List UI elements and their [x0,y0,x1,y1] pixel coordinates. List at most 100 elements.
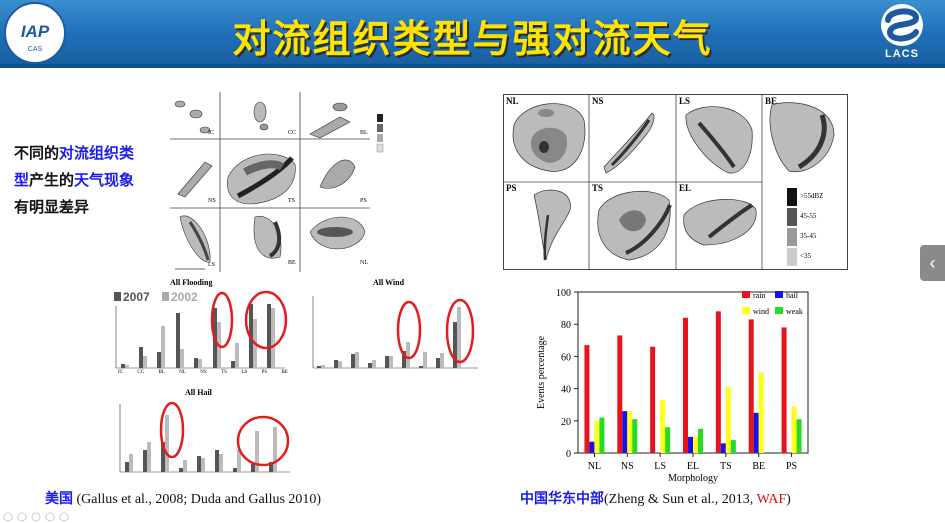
header-stripe [0,64,945,68]
pen-icon[interactable] [31,512,41,522]
hail-bars [119,404,290,473]
wind-bars [312,296,478,369]
flooding-title: All Flooding [170,278,213,287]
bar-wind [693,436,698,453]
legend-label-hail: hail [786,291,799,300]
bar-rain [715,311,721,453]
legend-label-weak: weak [786,307,803,316]
menu-icon[interactable] [59,512,69,522]
bar-rain [683,317,688,453]
us-panel-label: PS [360,198,367,204]
bar-rain [748,319,754,453]
legend-swatch-weak [775,307,783,314]
caption-china-cn: 中国华东中部 [520,491,604,507]
china-morphology-figure: NL NS LS BE PS TS EL >55dBZ 45-55 35-45 … [503,94,848,270]
bar-weak [665,427,671,453]
desc-line3: 有明显差异 [14,199,90,216]
flooding-chart: All Flooding 2007 2002 IC CC BL NL NS TS LS PS B… [100,276,300,378]
legend-swatch-wind [742,307,750,314]
legend-2007: 2007 [114,290,150,304]
x-tick-label: TS [720,461,732,472]
lacs-swirl-icon [881,4,923,46]
wind-title: All Wind [373,278,405,287]
prev-icon[interactable] [3,512,13,522]
side-panel-toggle-button[interactable]: ‹ [920,245,945,281]
bar-wind [791,406,797,453]
bar-hail [753,412,759,453]
hail-title: All Hail [185,388,212,397]
desc-line1-b: 对流组织类 [59,145,135,162]
cn-legend-label: <35 [800,252,811,260]
us-panel-label: TS [288,198,296,204]
us-panel-label: NL [360,260,368,266]
y-tick-label: 100 [556,288,571,299]
cn-panel-label: LS [679,96,691,106]
bar-wind [594,420,600,453]
hail-chart: All Hail [100,384,300,476]
cn-panel-label: NS [592,96,604,106]
caption-china-journal: WAF [756,492,787,507]
y-tick-label: 80 [561,320,571,331]
bar-wind [660,399,666,453]
bar-rain [617,335,623,453]
zoom-icon[interactable] [45,512,55,522]
desc-line1-a: 不同的 [14,145,60,162]
bar-hail [589,441,595,453]
iap-logo-text: IAP [20,22,50,41]
desc-line2-a: 型 [14,172,30,189]
cn-legend-label: 35-45 [800,232,817,240]
us-panel-label: IC [208,130,214,136]
cn-panel-label: PS [506,183,517,193]
caption-china: 中国华东中部(Zheng & Sun et al., 2013, WAF) [520,488,791,508]
cn-panel-label: TS [592,183,604,193]
legend-label-rain: rain [753,291,765,300]
bottom-toolbar [3,512,69,522]
bar-rain [650,346,656,453]
caption-china-end: ) [786,492,791,507]
bar-weak [730,440,736,453]
lacs-logo-text: LACS [885,48,919,60]
chart-plot-area [577,291,809,454]
cn-panel-label: BE [765,96,778,106]
china-morphology-svg [504,95,835,269]
events-percentage-chart: 0 20 40 60 80 100 NL NS LS EL TS BE PS Morphology Even… [536,288,809,484]
us-panel-label: NS [208,198,216,204]
y-tick-label: 0 [566,449,571,460]
us-morphology-figure: IC CC BL NS TS PS LS BE NL [170,92,400,284]
bar-wind [627,411,633,453]
description-text: 不同的对流组织类 型产生的天气现象 有明显差异 [14,140,164,221]
next-icon[interactable] [17,512,27,522]
y-tick-label: 20 [561,417,571,428]
bar-weak [599,417,605,453]
desc-line2-c: 天气现象 [74,172,135,189]
cn-legend-label: >55dBZ [800,192,824,200]
bar-hail [622,411,628,453]
y-tick-label: 40 [561,385,571,396]
bar-rain [781,327,787,453]
bar-weak [698,428,703,453]
caption-us: 美国 (Gallus et al., 2008; Duda and Gallus… [45,488,321,508]
bar-hail [688,436,693,453]
legend-swatch-hail [775,291,783,298]
us-panel-label: BL [360,130,368,136]
slide-title: 对流组织类型与强对流天气 [232,17,713,61]
x-axis-label: Morphology [668,473,718,484]
caption-china-ref: (Zheng & Sun et al., 2013, [604,492,757,507]
iap-logo-sub: CAS [27,46,43,53]
caption-us-ref: (Gallus et al., 2008; Duda and Gallus 20… [73,492,322,507]
wind-chart: All Wind [303,276,483,378]
legend-swatch-rain [742,291,750,298]
bar-rain [584,345,590,453]
x-tick-label: LS [654,461,666,472]
slide-header [0,0,945,64]
x-tick-label: EL [687,461,699,472]
caption-us-cn: 美国 [45,491,73,507]
cn-panel-label: EL [679,183,692,193]
x-tick-label: NL [588,461,601,472]
legend-2002: 2002 [162,290,198,304]
x-tick-label: NS [621,461,634,472]
us-morphology-svg [170,92,384,272]
y-tick-label: 60 [561,352,571,363]
x-tick-label: BE [752,461,765,472]
